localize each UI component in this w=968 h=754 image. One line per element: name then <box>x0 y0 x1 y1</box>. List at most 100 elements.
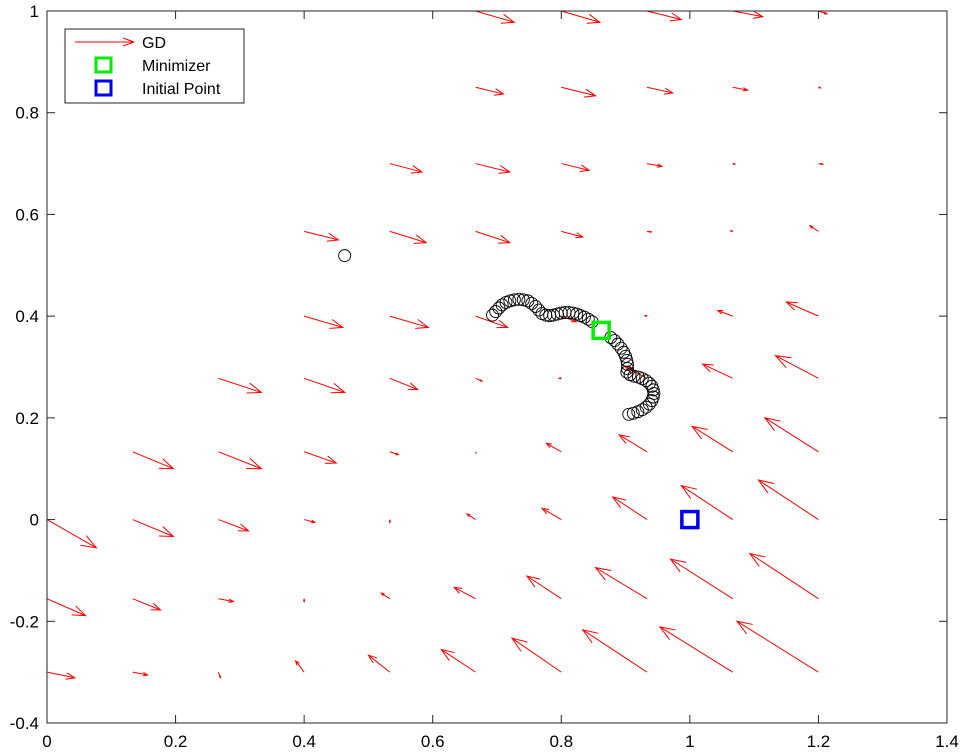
gradient-arrow-shaft <box>582 629 648 673</box>
gradient-arrow-head <box>774 355 792 369</box>
gradient-arrow <box>643 314 648 318</box>
iterate-point <box>503 294 517 308</box>
gradient-arrow-head <box>496 319 510 329</box>
gradient-arrow-head <box>545 442 552 448</box>
gradient-arrow-shaft <box>809 225 819 232</box>
iterate-point <box>639 400 653 414</box>
iterate-point <box>486 308 499 322</box>
gradient-arrow-head <box>820 162 825 166</box>
iterate-point <box>622 407 636 421</box>
gradient-arrow <box>561 163 591 172</box>
gradient-arrow <box>465 513 476 520</box>
x-tick-label: 0 <box>42 732 51 751</box>
gradient-arrow <box>774 355 819 379</box>
x-tick-label: 0.6 <box>421 732 445 751</box>
gradient-arrow-shaft <box>786 301 819 317</box>
gradient-arrow <box>132 671 150 677</box>
gradient-arrow-shaft <box>764 417 819 453</box>
gradient-arrow <box>304 519 317 524</box>
gradient-arrow-head <box>415 319 430 329</box>
plot-area <box>47 11 947 723</box>
gradient-arrow-head <box>413 234 428 244</box>
gradient-arrow-head <box>664 87 675 95</box>
x-tick-label: 0.8 <box>549 732 573 751</box>
gradient-arrow <box>389 315 430 329</box>
gradient-arrow-head <box>643 314 647 318</box>
gradient-arrow-head <box>656 163 664 168</box>
point-markers <box>591 320 700 530</box>
gradient-arrow-shaft <box>218 519 249 532</box>
gradient-arrow-shaft <box>541 507 562 521</box>
gradient-arrow-head <box>735 620 753 635</box>
gradient-arrow <box>218 519 250 532</box>
gradient-arrow-shaft <box>132 598 161 611</box>
gradient-arrow-shaft <box>389 377 418 391</box>
gradient-arrow-shaft <box>47 519 97 549</box>
gradient-arrow <box>646 86 675 95</box>
gradient-arrow <box>808 224 819 232</box>
x-tick-labels: 0 0.2 0.4 0.6 0.8 1 1.2 1.4 <box>42 732 959 751</box>
gradient-arrow-head <box>575 232 585 239</box>
gradient-arrow <box>475 86 505 96</box>
gradient-arrow-shaft <box>389 163 423 173</box>
gradient-arrow <box>302 598 306 603</box>
gradient-arrow-head <box>510 637 528 652</box>
legend-label-minimizer: Minimizer <box>142 58 211 75</box>
gradient-arrow-shaft <box>758 479 819 520</box>
gradient-arrow <box>389 377 419 391</box>
gradient-arrow-shaft <box>295 660 305 673</box>
iterate-point <box>608 334 622 348</box>
gradient-arrow-head <box>158 526 175 538</box>
gradient-arrow <box>646 163 664 168</box>
iterate-point <box>635 372 649 386</box>
gradient-arrow-head <box>669 12 683 22</box>
gradient-arrow-shaft <box>561 86 596 97</box>
gradient-arrow-shaft <box>736 620 819 673</box>
gradient-arrow-shaft <box>691 425 734 453</box>
gradient-arrow <box>47 671 77 680</box>
iterate-point <box>626 406 640 420</box>
gradient-arrow-head <box>388 520 392 524</box>
gradient-arrow <box>380 592 391 600</box>
gradient-arrow-shaft <box>304 315 343 328</box>
gradient-arrow <box>735 620 819 673</box>
legend: GD Minimizer Initial Point <box>64 28 245 104</box>
minimizer-marker <box>591 320 611 341</box>
gradient-arrow-head <box>716 309 724 315</box>
gradient-arrow-head <box>818 86 822 89</box>
gradient-arrow <box>388 519 392 524</box>
iterate-point <box>512 292 526 306</box>
gradient-arrow <box>294 659 305 673</box>
y-tick-label: -0.2 <box>10 612 39 631</box>
gradient-arrow-head <box>302 599 306 603</box>
gradient-arrow <box>304 230 340 242</box>
gradient-arrow-head <box>579 164 591 172</box>
gradient-arrow-head <box>329 319 345 329</box>
gradient-arrow-shaft <box>561 11 600 23</box>
gradient-arrow-head <box>617 434 630 444</box>
gradient-arrow-shaft <box>218 377 262 393</box>
gradient-arrow-shaft <box>303 451 337 464</box>
gradient-arrow <box>440 648 476 673</box>
gradient-arrow <box>716 309 733 317</box>
gradient-arrow <box>303 451 338 464</box>
gradient-arrow-head <box>742 87 750 92</box>
gradient-arrow-shaft <box>47 598 86 617</box>
y-tick-label: -0.4 <box>10 714 39 733</box>
gradient-arrow-shaft <box>304 519 316 523</box>
gradient-arrow <box>561 86 597 98</box>
gradient-arrow-head <box>71 605 87 617</box>
gradient-arrow-shaft <box>475 163 510 173</box>
iterate-point <box>620 365 634 379</box>
gradient-arrow-shaft <box>546 442 562 453</box>
x-tick-label: 1.4 <box>935 732 959 751</box>
iterate-point <box>525 296 539 310</box>
gradient-arrow <box>217 671 222 680</box>
legend-arrow-icon <box>75 37 135 47</box>
iterate-point <box>627 369 641 383</box>
gradient-arrow <box>757 479 819 520</box>
gradient-arrow-shaft <box>441 649 476 673</box>
gradient-arrow-shaft <box>511 637 562 673</box>
gradient-arrow <box>475 315 510 329</box>
